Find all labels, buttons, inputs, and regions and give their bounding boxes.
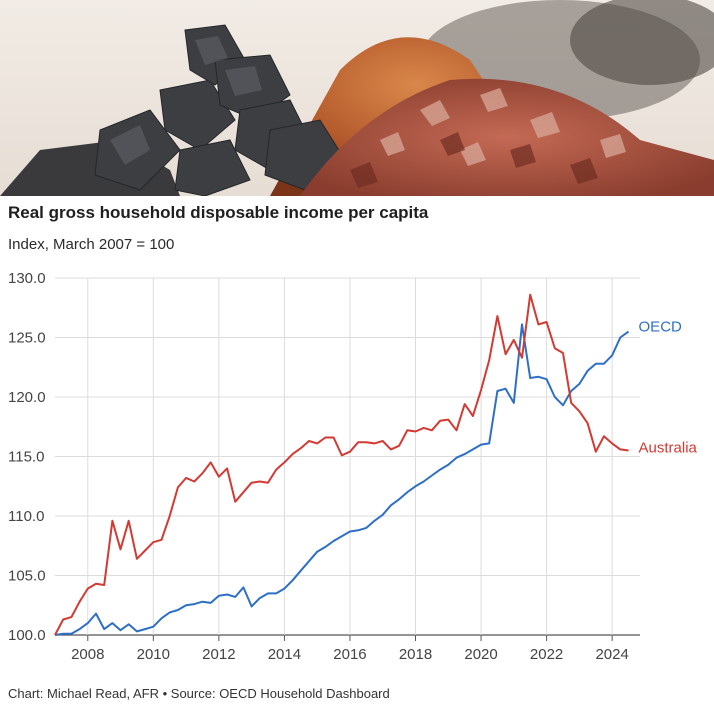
series-line-oecd	[54, 323, 630, 636]
y-tick-label: 115.0	[8, 449, 44, 466]
series-labels: OECD Australia	[639, 319, 698, 457]
y-tick-label: 105.0	[8, 568, 46, 585]
y-tick-label: 130.0	[8, 270, 46, 287]
x-axis-ticks: 2008 2010 2012 2014 2016 2018 2020 2022 2024	[71, 646, 629, 663]
x-tick-label: 2024	[595, 646, 628, 663]
chart-series	[54, 293, 630, 636]
x-tick-label: 2014	[268, 646, 301, 663]
y-axis-ticks: 100.0 105.0 110.0 115.0 120.0 125.0 130.0	[8, 270, 46, 644]
chart-title: Real gross household disposable income p…	[8, 203, 429, 222]
x-tick-label: 2022	[530, 646, 563, 663]
x-tick-label: 2010	[137, 646, 170, 663]
x-tick-label: 2018	[399, 646, 432, 663]
x-tick-label: 2008	[71, 646, 104, 663]
chart-credit: Chart: Michael Read, AFR • Source: OECD …	[8, 686, 390, 701]
chart-subtitle: Index, March 2007 = 100	[8, 236, 175, 253]
series-line-australia	[54, 293, 629, 636]
hero-image	[0, 0, 714, 196]
y-tick-label: 110.0	[8, 508, 44, 525]
y-tick-label: 120.0	[8, 389, 46, 406]
y-tick-label: 125.0	[8, 330, 46, 347]
x-tick-label: 2016	[333, 646, 366, 663]
chart-grid	[55, 277, 640, 641]
x-tick-label: 2012	[202, 646, 235, 663]
line-chart-svg: 100.0 105.0 110.0 115.0 120.0 125.0 130.0 2008…	[8, 270, 698, 663]
y-tick-label: 100.0	[8, 627, 46, 644]
line-chart: 100.0 105.0 110.0 115.0 120.0 125.0 130.0 2008…	[0, 262, 714, 672]
x-tick-label: 2020	[464, 646, 497, 663]
minerals-photo-icon	[0, 0, 714, 196]
series-label-australia: Australia	[639, 440, 698, 457]
series-label-oecd: OECD	[639, 319, 683, 336]
